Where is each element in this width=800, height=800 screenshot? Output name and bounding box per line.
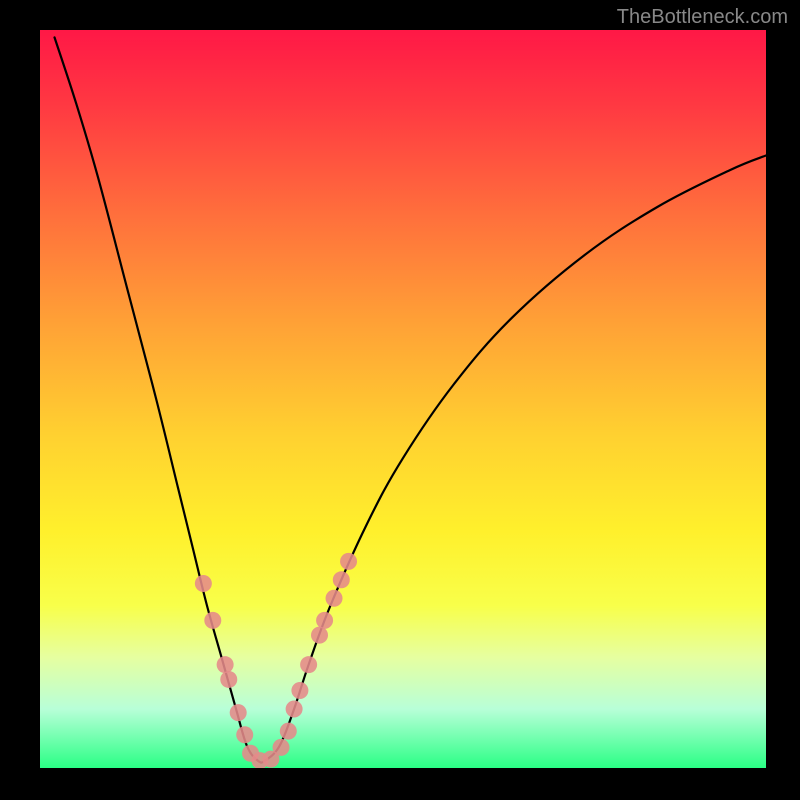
bottleneck-curve [55, 37, 766, 762]
marker-dot [204, 612, 221, 629]
marker-group [195, 553, 357, 768]
marker-dot [195, 575, 212, 592]
marker-dot [217, 656, 234, 673]
marker-dot [340, 553, 357, 570]
marker-dot [326, 590, 343, 607]
marker-dot [230, 704, 247, 721]
marker-dot [316, 612, 333, 629]
chart-svg [40, 30, 766, 768]
marker-dot [273, 739, 290, 756]
marker-dot [236, 726, 253, 743]
marker-dot [311, 627, 328, 644]
marker-dot [333, 571, 350, 588]
watermark-text: TheBottleneck.com [617, 6, 788, 29]
marker-dot [286, 700, 303, 717]
marker-dot [280, 723, 297, 740]
marker-dot [291, 682, 308, 699]
marker-dot [300, 656, 317, 673]
marker-dot [220, 671, 237, 688]
plot-area [40, 30, 766, 768]
